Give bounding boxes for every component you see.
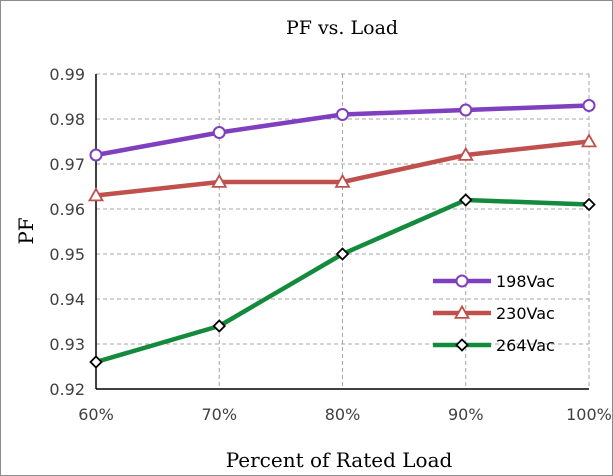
legend-marker-230vac xyxy=(453,304,471,319)
y-tick-label: 0.98 xyxy=(49,110,85,129)
data-point-198vac xyxy=(212,126,226,139)
x-tick-label: 70% xyxy=(201,405,237,424)
y-tick-label: 0.99 xyxy=(49,65,85,84)
series-264vac xyxy=(89,193,596,369)
data-point-264vac xyxy=(212,319,227,333)
data-point-198vac xyxy=(582,99,596,112)
x-tick-label: 80% xyxy=(325,405,361,424)
series-198vac xyxy=(89,99,596,162)
y-axis-label: PF xyxy=(14,217,38,244)
legend-label-230vac: 230Vac xyxy=(496,304,555,323)
series-230vac xyxy=(87,133,598,202)
x-tick-label: 100% xyxy=(566,405,612,424)
data-point-264vac xyxy=(89,355,103,369)
data-point-198vac xyxy=(89,148,103,162)
series-layer xyxy=(87,99,598,369)
data-point-264vac xyxy=(335,247,350,261)
data-point-198vac xyxy=(336,108,349,121)
x-axis-label: Percent of Rated Load xyxy=(226,448,453,472)
data-point-230vac xyxy=(211,173,228,188)
data-point-230vac xyxy=(87,187,105,202)
data-point-198vac xyxy=(459,103,473,117)
data-point-230vac xyxy=(334,173,351,188)
x-tick-label: 60% xyxy=(78,405,114,424)
y-tick-label: 0.97 xyxy=(49,155,85,174)
y-tick-label: 0.94 xyxy=(49,290,85,309)
legend-item-198vac: 198Vac xyxy=(433,272,555,291)
data-point-230vac xyxy=(580,133,598,148)
legend-marker-264vac xyxy=(455,338,469,352)
y-tick-label: 0.93 xyxy=(49,335,85,354)
data-point-264vac xyxy=(458,193,473,207)
y-tick-label: 0.95 xyxy=(49,245,85,264)
y-tick-label: 0.96 xyxy=(49,200,85,219)
data-point-230vac xyxy=(457,146,474,161)
axis-layer: 0.92 0.93 0.94 0.95 0.96 0.97 0.98 0.99 60% 70% 80… xyxy=(49,65,612,424)
x-tick-label: 90% xyxy=(448,405,484,424)
legend-label-264vac: 264Vac xyxy=(496,336,555,355)
legend-marker-198vac xyxy=(455,274,469,288)
data-point-264vac xyxy=(582,197,596,212)
legend-item-230vac: 230Vac xyxy=(433,304,555,323)
chart-title: PF vs. Load xyxy=(286,17,398,39)
legend: 198Vac 230Vac 264Vac xyxy=(433,272,555,355)
legend-label-198vac: 198Vac xyxy=(496,272,555,291)
legend-item-264vac: 264Vac xyxy=(433,336,555,355)
y-tick-label: 0.92 xyxy=(49,380,85,399)
